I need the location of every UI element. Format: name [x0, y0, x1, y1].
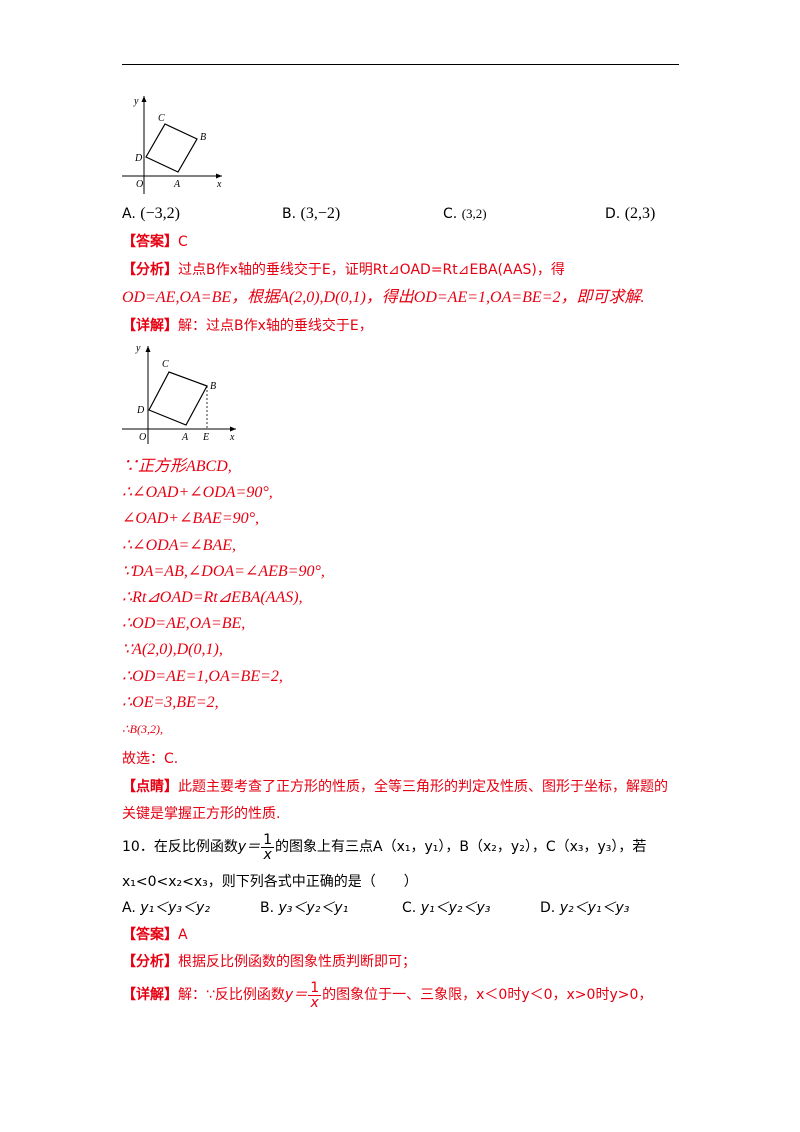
fig2-label-a: A	[181, 432, 189, 443]
q9-step-5: ∵DA=AB,∠DOA=∠AEB=90°,	[122, 563, 325, 580]
fig1-label-a: A	[173, 179, 181, 190]
q9-option-a: A. (−3,2)	[122, 205, 180, 222]
q9-option-c: C. (3,2)	[443, 206, 487, 222]
q9-step-7: ∴OD=AE,OA=BE,	[122, 615, 246, 632]
q10-option-c: C. y₁＜y₂＜y₃	[402, 900, 491, 916]
q9-step-10: ∴OE=3,BE=2,	[122, 694, 219, 711]
q9-conclusion: 故选：C.	[122, 751, 179, 767]
q9-comment-line2: 关键是掌握正方形的性质.	[122, 806, 281, 822]
fig2-label-y: y	[135, 343, 141, 354]
fig1-label-y: y	[133, 96, 139, 107]
q9-step-8: ∵A(2,0),D(0,1),	[122, 641, 223, 658]
q9-answer: 【答案】C	[122, 234, 188, 250]
fig1-label-x: x	[216, 179, 222, 190]
q10-option-d: D. y₂＜y₁＜y₃	[540, 900, 630, 916]
q9-analysis-line2: OD=AE,OA=BE，根据A(2,0),D(0,1)，得出OD=AE=1,OA…	[122, 289, 645, 306]
q9-step-6: ∴Rt⊿OAD=Rt⊿EBA(AAS),	[122, 589, 303, 606]
fig1-label-c: C	[158, 113, 165, 124]
fig1-label-b: B	[200, 132, 206, 143]
q10-option-b: B. y₃＜y₂＜y₁	[260, 900, 349, 916]
q9-step-2: ∴∠OAD+∠ODA=90°,	[122, 484, 273, 501]
fig2-label-d: D	[136, 405, 145, 416]
q9-step-4: ∴∠ODA=∠BAE,	[122, 537, 236, 554]
fig2-label-b: B	[210, 381, 216, 392]
q9-option-b: B. (3,−2)	[282, 205, 341, 222]
q9-step-9: ∴OD=AE=1,OA=BE=2,	[122, 668, 283, 685]
fig1-label-o: O	[136, 179, 143, 190]
fig2-label-x: x	[229, 432, 235, 443]
square-figure-2: y x O A E B C D	[122, 343, 236, 444]
fig2-label-e: E	[202, 432, 209, 443]
q9-option-d: D. (2,3)	[605, 205, 656, 222]
fig1-label-d: D	[134, 153, 143, 164]
q9-step-3: ∠OAD+∠BAE=90°,	[122, 510, 260, 527]
q9-detail-intro: 【详解】解：过点B作x轴的垂线交于E，	[122, 318, 373, 334]
q10-answer: 【答案】A	[122, 927, 188, 943]
square-figure-1: y x O A B C D	[122, 96, 222, 194]
q10-stem-line1: 10．在反比例函数y＝ 1 x 的图象上有三点A（x₁，y₁），B（x₂，y₂），C（…	[122, 831, 647, 863]
q9-step-11: ∴B(3,2),	[122, 722, 163, 736]
q9-analysis-line1: 【分析】过点B作x轴的垂线交于E，证明Rt⊿OAD=Rt⊿EBA(AAS)，得	[122, 262, 565, 278]
fig2-label-c: C	[162, 359, 169, 370]
q9-step-1: ∵正方形ABCD,	[122, 458, 232, 475]
q10-analysis: 【分析】根据反比例函数的图象性质判断即可；	[122, 954, 416, 970]
q10-detail: 【详解】解：∵反比例函数y＝ 1 x 的图象位于一、三象限，x＜0时y＜0，x>0时y…	[122, 979, 653, 1011]
q10-option-a: A. y₁＜y₃＜y₂	[122, 900, 210, 916]
q10-stem-line2: x₁<0<x₂<x₃，则下列各式中正确的是（ ）	[122, 874, 418, 890]
header-rule	[122, 64, 679, 65]
q9-comment-line1: 【点睛】此题主要考查了正方形的性质，全等三角形的判定及性质、图形于坐标，解题的	[122, 779, 668, 795]
fig2-label-o: O	[139, 432, 146, 443]
